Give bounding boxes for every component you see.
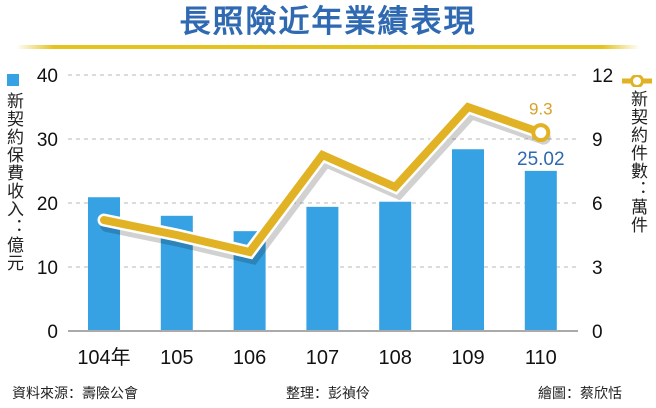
x-tick-label: 107 [306,347,339,369]
right-tick-label: 9 [592,130,603,151]
x-tick-label: 104年 [77,346,130,369]
left-tick-label: 40 [37,66,58,87]
bar [452,149,484,331]
left-tick-label: 0 [47,322,58,343]
left-axis-label: 新契約保費收入：億元 [3,92,23,272]
x-tick-label: 109 [451,347,484,369]
left-tick-label: 20 [37,194,58,215]
bar [524,170,557,331]
left-tick-label: 10 [37,258,58,279]
left-tick-label: 30 [37,130,58,151]
right-tick-label: 6 [592,194,603,215]
illustrator-note: 繪圖：蔡欣恬 [538,386,622,402]
right-axis-label: 新契約件數：萬件 [627,90,647,234]
line-series [100,102,545,257]
bar [379,201,412,331]
right-tick-label: 12 [592,66,613,87]
source-note: 資料來源：壽險公會 [12,386,138,402]
x-tick-label: 110 [525,347,557,369]
x-tick-label: 105 [160,347,193,369]
right-legend-icon [619,72,655,88]
right-tick-label: 3 [592,258,603,279]
x-tick-label: 106 [233,347,266,369]
left-legend-swatch [7,74,19,86]
x-tick-label: 108 [379,347,412,369]
bar [306,206,339,331]
title-divider [16,45,640,49]
editor-note: 整理：彭禎伶 [286,386,370,402]
bar-value-label: 25.02 [517,149,565,170]
line-endpoint-marker [531,123,551,143]
right-tick-label: 0 [592,322,603,343]
chart-title: 長照險近年業績表現 [179,4,477,40]
line-value-label: 9.3 [529,100,553,119]
